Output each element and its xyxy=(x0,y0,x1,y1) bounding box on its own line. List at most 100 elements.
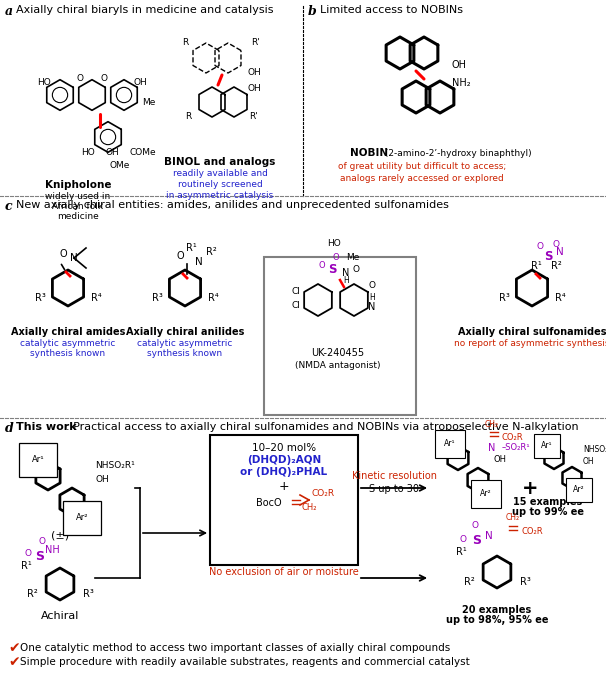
Text: no report of asymmetric synthesis: no report of asymmetric synthesis xyxy=(454,338,606,347)
Text: N: N xyxy=(195,257,203,267)
Text: 15 examples: 15 examples xyxy=(513,497,582,507)
Text: BINOL and analogs: BINOL and analogs xyxy=(164,157,276,167)
Text: N: N xyxy=(368,302,376,312)
Text: H: H xyxy=(343,275,349,284)
Text: Simple procedure with readily available substrates, reagents and commercial cata: Simple procedure with readily available … xyxy=(20,657,470,667)
Text: O: O xyxy=(471,521,479,530)
Text: synthesis known: synthesis known xyxy=(30,349,105,358)
Text: up to 98%, 95% ee: up to 98%, 95% ee xyxy=(446,615,548,625)
Text: HO: HO xyxy=(81,147,95,156)
Text: R¹: R¹ xyxy=(21,561,32,571)
Text: R³: R³ xyxy=(35,293,45,303)
Text: up to 99% ee: up to 99% ee xyxy=(512,507,584,517)
Text: O: O xyxy=(319,260,325,269)
Text: (DHQD)₂AQN: (DHQD)₂AQN xyxy=(247,455,321,465)
Text: S: S xyxy=(36,549,44,562)
Text: H: H xyxy=(369,292,375,301)
Text: R': R' xyxy=(250,112,258,121)
Text: R³: R³ xyxy=(519,577,530,587)
Bar xyxy=(264,257,416,415)
Text: Achiral: Achiral xyxy=(41,611,79,621)
Text: OH: OH xyxy=(452,60,467,70)
Text: synthesis known: synthesis known xyxy=(147,349,222,358)
Text: R: R xyxy=(185,112,191,121)
Text: catalytic asymmetric: catalytic asymmetric xyxy=(138,338,233,347)
Text: analogs rarely accessed or explored: analogs rarely accessed or explored xyxy=(340,173,504,182)
Text: N: N xyxy=(556,247,564,257)
Bar xyxy=(210,435,358,565)
Text: O: O xyxy=(333,253,339,262)
Text: ✔: ✔ xyxy=(8,641,19,655)
Text: (±): (±) xyxy=(51,531,69,541)
Text: HO: HO xyxy=(37,77,51,86)
Text: OH: OH xyxy=(95,475,108,484)
Text: O: O xyxy=(553,240,559,249)
Text: Ar²: Ar² xyxy=(480,490,492,499)
Text: CO₂R: CO₂R xyxy=(312,488,335,497)
Text: OH: OH xyxy=(133,77,147,86)
Text: NH: NH xyxy=(45,545,59,555)
Text: Ar¹: Ar¹ xyxy=(444,440,456,449)
Text: OMe: OMe xyxy=(110,160,130,169)
Text: Ar²: Ar² xyxy=(76,514,88,523)
Text: O: O xyxy=(24,549,32,558)
Text: Axially chiral anilides: Axially chiral anilides xyxy=(126,327,244,337)
Text: 10–20 mol%: 10–20 mol% xyxy=(252,443,316,453)
Text: CO₂R: CO₂R xyxy=(521,527,542,536)
Text: No exclusion of air or moisture: No exclusion of air or moisture xyxy=(209,567,359,577)
Text: Ar²: Ar² xyxy=(573,486,585,495)
Text: or (DHQ)₂PHAL: or (DHQ)₂PHAL xyxy=(241,467,328,477)
Text: R²: R² xyxy=(464,577,474,587)
Text: a: a xyxy=(5,5,13,18)
Text: R²: R² xyxy=(27,589,38,599)
Text: : Practical access to axially chiral sulfonamides and NOBINs via atroposelective: : Practical access to axially chiral sul… xyxy=(66,422,579,432)
Text: S: S xyxy=(328,262,336,275)
Text: S up to 30: S up to 30 xyxy=(369,484,419,494)
Text: catalytic asymmetric: catalytic asymmetric xyxy=(21,338,116,347)
Text: OH: OH xyxy=(494,456,507,464)
Text: Ar¹: Ar¹ xyxy=(541,442,553,451)
Text: CH₂: CH₂ xyxy=(301,503,317,512)
Text: R²: R² xyxy=(205,247,216,257)
Text: S: S xyxy=(544,249,552,262)
Text: New axially chiral entities: amides, anilides and unprecedented sulfonamides: New axially chiral entities: amides, ani… xyxy=(16,200,449,210)
Text: O: O xyxy=(176,251,184,261)
Text: R⁴: R⁴ xyxy=(208,293,218,303)
Text: R¹: R¹ xyxy=(531,261,541,271)
Text: R⁴: R⁴ xyxy=(554,293,565,303)
Text: OH: OH xyxy=(583,458,594,466)
Text: OH: OH xyxy=(105,147,119,156)
Text: S: S xyxy=(473,534,482,547)
Text: R²: R² xyxy=(551,261,561,271)
Text: R³: R³ xyxy=(152,293,162,303)
Text: N: N xyxy=(70,253,78,263)
Text: 20 examples: 20 examples xyxy=(462,605,531,615)
Text: Axially chiral biaryls in medicine and catalysis: Axially chiral biaryls in medicine and c… xyxy=(16,5,273,15)
Text: Axially chiral amides: Axially chiral amides xyxy=(11,327,125,337)
Text: Cl: Cl xyxy=(291,286,301,295)
Text: in asymmetric catalysis: in asymmetric catalysis xyxy=(167,190,274,199)
Text: N: N xyxy=(485,531,493,541)
Text: This work: This work xyxy=(16,422,76,432)
Text: R³: R³ xyxy=(82,589,93,599)
Text: UK-240455: UK-240455 xyxy=(311,348,365,358)
Text: R': R' xyxy=(251,38,259,47)
Text: medicine: medicine xyxy=(57,212,99,221)
Text: N: N xyxy=(488,443,496,453)
Text: Knipholone: Knipholone xyxy=(45,180,112,190)
Text: Axially chiral sulfonamides: Axially chiral sulfonamides xyxy=(458,327,606,337)
Text: N: N xyxy=(342,268,350,278)
Text: HO: HO xyxy=(327,238,341,247)
Text: CO₂R: CO₂R xyxy=(502,434,524,443)
Text: Kinetic resolution: Kinetic resolution xyxy=(351,471,436,481)
Text: OH: OH xyxy=(248,84,262,92)
Text: R¹: R¹ xyxy=(185,243,196,253)
Text: R¹: R¹ xyxy=(456,547,467,557)
Text: NHSO₂R¹: NHSO₂R¹ xyxy=(95,462,135,471)
Text: O: O xyxy=(536,242,544,251)
Text: +: + xyxy=(279,479,289,493)
Text: CH₂: CH₂ xyxy=(506,514,520,523)
Text: –SO₂R¹: –SO₂R¹ xyxy=(502,443,531,453)
Text: NH₂: NH₂ xyxy=(452,78,471,88)
Text: COMe: COMe xyxy=(130,147,156,156)
